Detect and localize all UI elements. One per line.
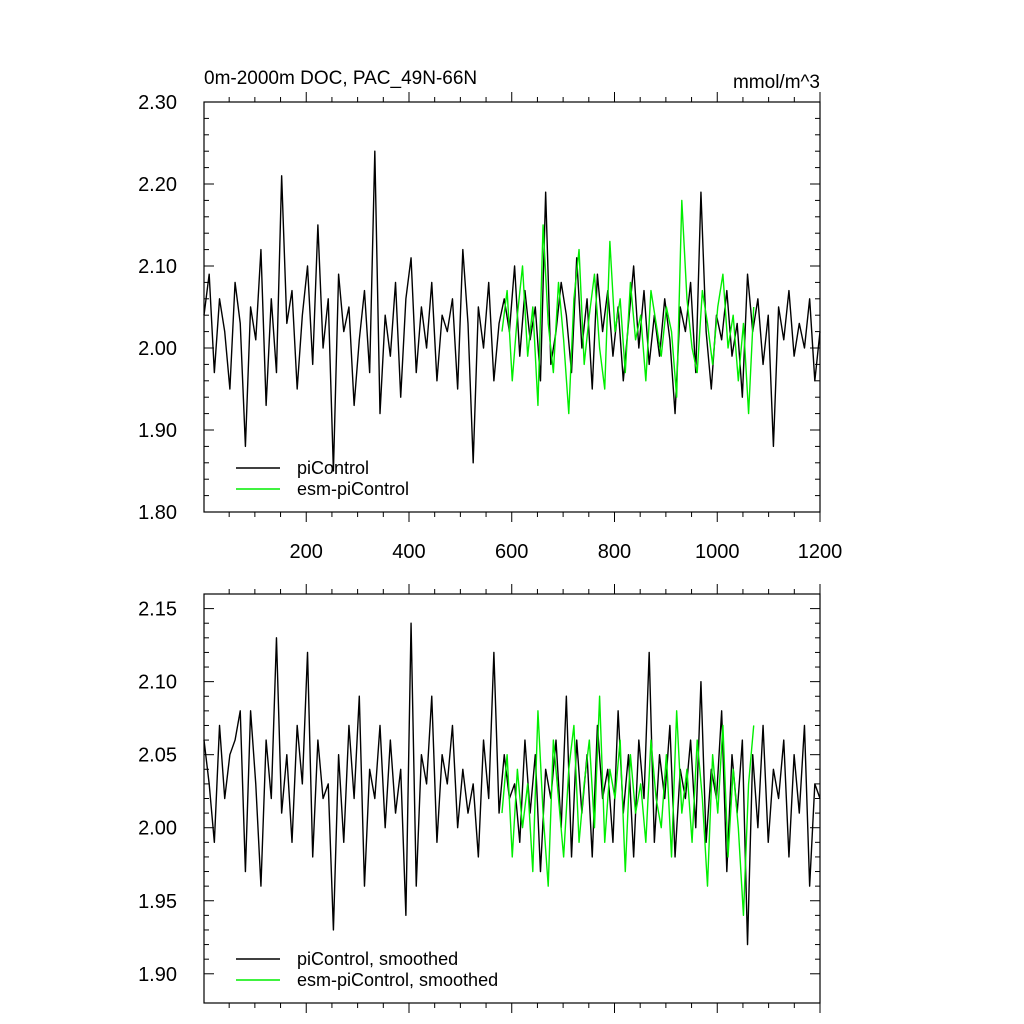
y-tick-label: 2.00 — [138, 818, 177, 840]
plot-frame — [203, 593, 821, 1004]
y-tick-label: 1.95 — [138, 891, 177, 913]
panel-2: 1.90 1.95 2.00 2.05 2.10 2.15 piControl, smoot… — [138, 584, 821, 1013]
series-line-black — [203, 150, 821, 472]
y-tick-label: 1.90 — [138, 420, 177, 442]
y-tick-label: 2.10 — [138, 672, 177, 694]
x-tick-label: 400 — [392, 541, 425, 563]
y-tick-label: 2.05 — [138, 745, 177, 767]
chart-title: 0m-2000m DOC, PAC_49N-66N — [204, 68, 477, 89]
units-label: mmol/m^3 — [733, 72, 820, 93]
x-tick-label: 200 — [290, 541, 323, 563]
y-tick-label: 2.30 — [138, 92, 177, 114]
x-tick-label: 800 — [598, 541, 631, 563]
y-tick-label: 1.80 — [138, 502, 177, 524]
x-tick-label: 1200 — [798, 541, 843, 563]
series-line-green — [501, 695, 755, 917]
legend-label: esm-piControl — [297, 479, 409, 499]
x-tick-label: 600 — [495, 541, 528, 563]
legend-label: piControl, smoothed — [297, 949, 458, 969]
series-line-green — [501, 199, 755, 415]
y-tick-label: 2.15 — [138, 599, 177, 621]
y-tick-label: 2.20 — [138, 174, 177, 196]
panel-1: 200 400 600 800 1000 1200 1.80 1.90 2.00 2.10 2.20… — [138, 92, 842, 563]
y-tick-label: 2.10 — [138, 256, 177, 278]
y-tick-label: 2.00 — [138, 338, 177, 360]
legend-label: piControl — [297, 458, 369, 478]
legend-label: esm-piControl, smoothed — [297, 970, 498, 990]
x-tick-label: 1000 — [695, 541, 740, 563]
y-tick-label: 1.90 — [138, 964, 177, 986]
series-line-black — [203, 622, 821, 946]
